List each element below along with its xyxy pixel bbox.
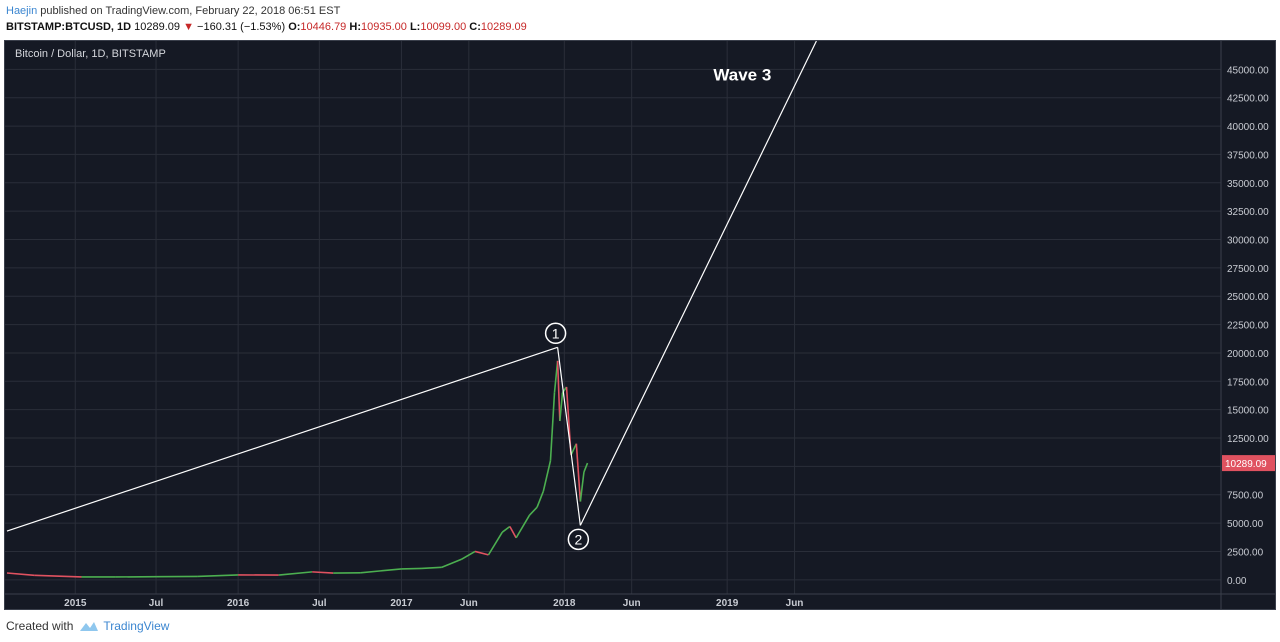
tradingview-brand: TradingView bbox=[103, 619, 170, 633]
price-segment bbox=[278, 571, 313, 576]
publish-text: published on TradingView.com, February 2… bbox=[37, 5, 341, 17]
x-tick-label: 2018 bbox=[553, 598, 576, 609]
high-label: H: bbox=[349, 21, 361, 33]
price-segment bbox=[570, 443, 578, 456]
y-tick-label: 7500.00 bbox=[1227, 491, 1264, 502]
x-tick-label: 2017 bbox=[390, 598, 413, 609]
high-value: 10935.00 bbox=[360, 21, 407, 33]
price-segment bbox=[487, 531, 503, 556]
publish-info: Haejin published on TradingView.com, Feb… bbox=[6, 3, 340, 19]
wave-line bbox=[6, 346, 558, 532]
x-tick-label: Jun bbox=[623, 598, 641, 609]
y-tick-label: 42500.00 bbox=[1227, 94, 1269, 105]
price-segment bbox=[542, 460, 552, 492]
price-segment bbox=[460, 550, 476, 561]
price-chart[interactable]: 0.002500.005000.007500.0010000.0012500.0… bbox=[5, 41, 1275, 609]
last-price: 10289.09 bbox=[134, 21, 181, 33]
y-tick-label: 0.00 bbox=[1227, 576, 1247, 587]
close-value: 10289.09 bbox=[480, 21, 527, 33]
x-tick-label: 2015 bbox=[64, 598, 87, 609]
y-tick-label: 30000.00 bbox=[1227, 236, 1269, 247]
wave-1-marker bbox=[544, 322, 567, 345]
y-tick-label: 5000.00 bbox=[1227, 519, 1264, 530]
low-value: 10099.00 bbox=[420, 21, 467, 33]
x-tick-label: 2016 bbox=[227, 598, 250, 609]
footer: Created with TradingView bbox=[6, 619, 169, 633]
price-segment bbox=[197, 574, 239, 578]
price-segment bbox=[509, 526, 517, 539]
chart-panel[interactable]: 0.002500.005000.007500.0010000.0012500.0… bbox=[4, 40, 1276, 610]
x-tick-label: Jul bbox=[312, 598, 327, 609]
x-tick-label: Jun bbox=[786, 598, 804, 609]
y-tick-label: 25000.00 bbox=[1227, 292, 1269, 303]
price-segment bbox=[421, 566, 442, 570]
symbol-label: BITSTAMP:BTCUSD, 1D bbox=[6, 21, 132, 33]
wave-1-label: 1 bbox=[552, 325, 560, 341]
tradingview-logo-icon bbox=[80, 622, 99, 631]
y-tick-label: 37500.00 bbox=[1227, 150, 1269, 161]
created-with-text: Created with bbox=[6, 619, 74, 633]
y-tick-label: 35000.00 bbox=[1227, 179, 1269, 190]
price-segment bbox=[501, 525, 511, 533]
y-tick-label: 22500.00 bbox=[1227, 321, 1269, 332]
price-segment bbox=[34, 574, 82, 578]
price-segment bbox=[474, 550, 489, 556]
price-segment bbox=[515, 514, 531, 539]
wave-3-label: Wave 3 bbox=[713, 66, 771, 85]
x-tick-label: 2019 bbox=[716, 598, 739, 609]
price-segment bbox=[583, 462, 589, 473]
price-segment bbox=[549, 392, 556, 461]
price-segment bbox=[441, 558, 462, 569]
price-segment bbox=[6, 572, 35, 577]
down-arrow-icon: ▼ bbox=[183, 21, 194, 33]
x-tick-label: Jun bbox=[460, 598, 478, 609]
y-tick-label: 17500.00 bbox=[1227, 377, 1269, 388]
last-price-badge bbox=[1222, 455, 1275, 472]
y-tick-label: 12500.00 bbox=[1227, 434, 1269, 445]
wave-line bbox=[579, 41, 817, 526]
y-tick-label: 27500.00 bbox=[1227, 264, 1269, 275]
chart-title: Bitcoin / Dollar, 1D, BITSTAMP bbox=[15, 48, 166, 60]
price-segment bbox=[536, 491, 545, 508]
price-segment bbox=[559, 392, 564, 422]
open-value: 10446.79 bbox=[300, 21, 347, 33]
open-label: O: bbox=[288, 21, 301, 33]
close-label: C: bbox=[469, 21, 481, 33]
price-segment bbox=[528, 506, 538, 516]
author-link[interactable]: Haejin bbox=[6, 5, 38, 17]
x-tick-label: Jul bbox=[149, 598, 164, 609]
low-label: L: bbox=[409, 21, 421, 33]
price-segment bbox=[360, 568, 402, 574]
tradingview-link[interactable]: TradingView bbox=[79, 619, 169, 633]
y-tick-label: 32500.00 bbox=[1227, 207, 1269, 218]
last-price-label: 10289.09 bbox=[1225, 459, 1267, 470]
price-segment bbox=[575, 443, 582, 502]
price-segment bbox=[556, 360, 561, 422]
price-segment bbox=[312, 571, 334, 574]
price-series bbox=[6, 360, 589, 578]
wave-2-marker bbox=[567, 528, 590, 551]
y-tick-label: 2500.00 bbox=[1227, 547, 1264, 558]
y-tick-label: 45000.00 bbox=[1227, 65, 1269, 76]
y-tick-label: 20000.00 bbox=[1227, 349, 1269, 360]
y-tick-label: 15000.00 bbox=[1227, 406, 1269, 417]
price-segment bbox=[579, 471, 585, 502]
wave-line bbox=[557, 347, 581, 526]
y-tick-label: 40000.00 bbox=[1227, 122, 1269, 133]
price-change: −160.31 (−1.53%) bbox=[197, 21, 286, 33]
wave-2-label: 2 bbox=[574, 531, 582, 547]
ohlc-bar: BITSTAMP:BTCUSD, 1D 10289.09 ▼ −160.31 (… bbox=[6, 19, 527, 35]
